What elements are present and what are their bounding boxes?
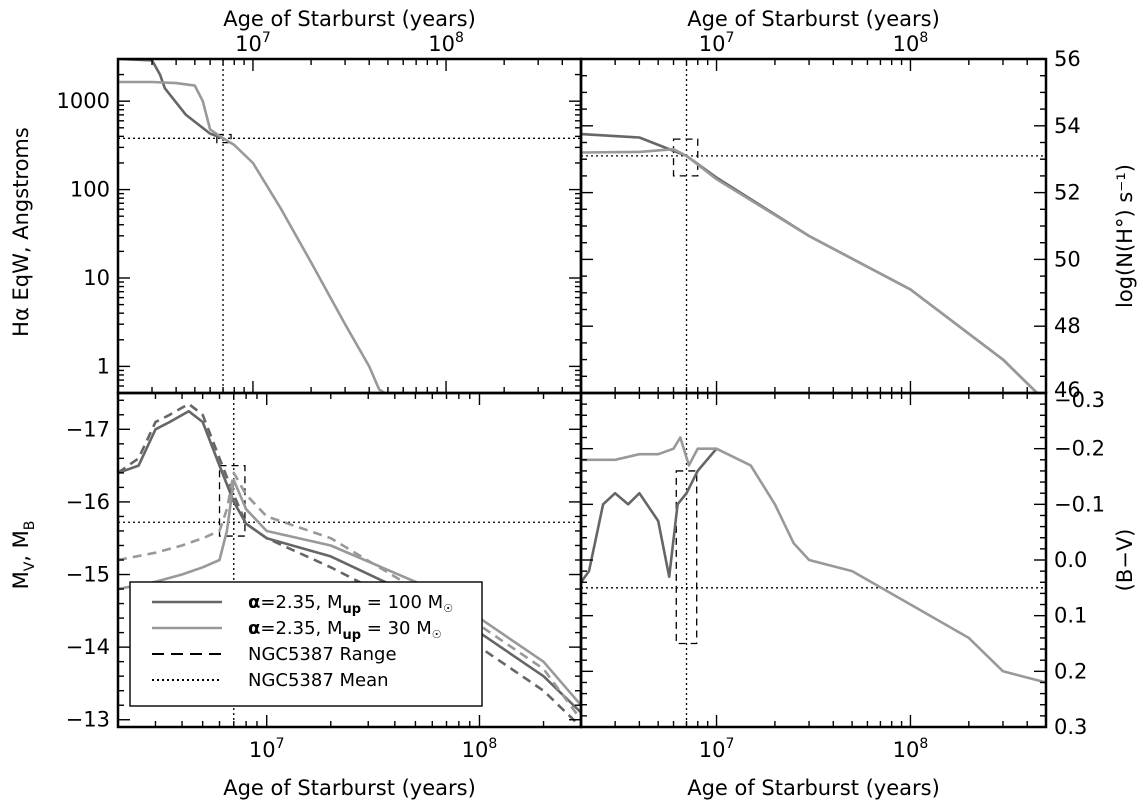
y-tick-label: −14 (66, 635, 110, 659)
y-tick-label: 0.0 (1054, 548, 1087, 572)
series-line-1 (581, 436, 1046, 684)
series-line-1 (581, 147, 1039, 393)
series-line-0 (118, 59, 224, 140)
series-line-1 (118, 80, 386, 393)
series-line-0 (581, 447, 718, 584)
y-tick-label: −13 (66, 708, 110, 732)
y-tick-label: 10 (83, 266, 110, 290)
x-axis-title-bottom-right: Age of Starburst (years) (687, 776, 940, 800)
y-tick-label: −16 (66, 490, 110, 514)
legend-label: α=2.35, Mup = 100 M☉ (248, 592, 453, 617)
ngc5387-range-box (672, 138, 699, 177)
y-axis-title-bottom-left: MV, MB (9, 521, 38, 590)
y-tick-label: 50 (1054, 247, 1081, 271)
panel-frame-top-left (116, 57, 583, 395)
legend-label: NGC5387 Range (248, 644, 397, 665)
x-axis-title-top-left: Age of Starburst (years) (223, 7, 476, 31)
y-tick-label: −0.2 (1054, 437, 1105, 461)
x-tick-label: 107 (235, 30, 271, 56)
y-tick-label: 1000 (57, 89, 110, 113)
panel-bottom-right (581, 393, 1046, 727)
x-tick-label: 108 (462, 736, 498, 762)
y-tick-label: 52 (1054, 181, 1081, 205)
x-tick-label: 108 (893, 30, 929, 56)
panel-frame-top-right (579, 57, 1048, 395)
y-tick-label: −15 (66, 563, 110, 587)
y-tick-label: 1 (97, 354, 110, 378)
ngc5387-range-box (216, 133, 232, 144)
y-tick-label: −0.1 (1054, 492, 1105, 516)
y-tick-label: 48 (1054, 314, 1081, 338)
panel-top-right (581, 59, 1046, 393)
y-axis-title-top-right: log(N(H°) s⁻¹) (1113, 164, 1137, 308)
x-tick-label: 107 (699, 30, 735, 56)
x-tick-label: 108 (893, 736, 929, 762)
y-tick-label: −17 (66, 417, 110, 441)
legend-label: NGC5387 Mean (248, 670, 389, 691)
x-tick-label: 108 (428, 30, 464, 56)
y-tick-label: 0.2 (1054, 659, 1087, 683)
legend: α=2.35, Mup = 100 M☉α=2.35, Mup = 30 M☉N… (129, 581, 483, 707)
y-tick-label: 100 (70, 178, 110, 202)
y-tick-label: 54 (1054, 114, 1081, 138)
ngc5387-range-box (675, 470, 698, 645)
y-tick-label: −0.3 (1054, 388, 1105, 412)
y-axis-title-bottom-right: (B−V) (1113, 529, 1137, 592)
x-tick-label: 107 (249, 736, 285, 762)
y-tick-label: 0.3 (1054, 715, 1087, 739)
ngc5387-range-box (218, 464, 246, 537)
y-tick-label: 46 (1054, 378, 1081, 402)
panel-top-left (118, 59, 581, 393)
y-axis-title-top-left: Hα EqW, Angstroms (9, 127, 33, 337)
y-tick-label: 56 (1054, 47, 1081, 71)
x-tick-label: 107 (699, 736, 735, 762)
x-axis-title-bottom-left: Age of Starburst (years) (223, 776, 476, 800)
legend-label: α=2.35, Mup = 30 M☉ (248, 618, 442, 643)
x-axis-title-top-right: Age of Starburst (years) (687, 7, 940, 31)
series-line-0 (581, 132, 1039, 393)
y-tick-label: 0.1 (1054, 604, 1087, 628)
